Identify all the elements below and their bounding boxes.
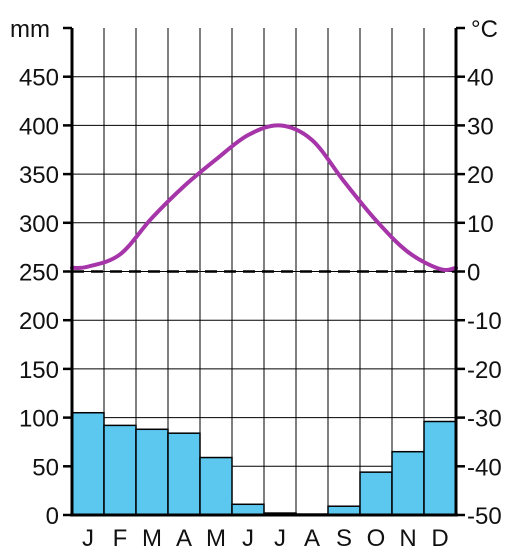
month-label: A [176,525,192,552]
precip-bar [135,428,169,516]
right-tick-label: 30 [467,113,494,140]
precip-bar [167,432,201,516]
month-label: D [431,525,448,552]
left-tick-label: 100 [19,406,59,433]
left-tick-label: 250 [19,260,59,287]
left-axis-unit: mm [10,16,50,43]
month-label: O [367,525,386,552]
temperature-line-layer [70,123,458,273]
month-label: N [399,525,416,552]
month-label: J [274,525,286,552]
right-tick-label: -40 [467,454,502,481]
left-tick-label: 0 [46,503,59,530]
month-label: M [206,525,226,552]
left-tick-label: 400 [19,113,59,140]
right-tick-label: 40 [467,65,494,92]
right-tick-label: -10 [467,308,502,335]
month-label: J [242,525,254,552]
precip-bar [423,420,457,516]
left-tick-label: 450 [19,65,59,92]
left-axis-ticks: 0 50 100 150 200 250 300 350 400 450 [19,26,72,530]
month-label: F [113,525,128,552]
right-tick-label: -30 [467,406,502,433]
month-label: M [142,525,162,552]
precip-bar [391,450,425,516]
precip-bar [71,411,105,516]
right-tick-label: 0 [467,260,480,287]
precip-bar [199,456,233,516]
month-label: S [336,525,352,552]
left-tick-label: 200 [19,308,59,335]
left-tick-label: 150 [19,357,59,384]
left-tick-label: 50 [32,454,59,481]
left-tick-label: 350 [19,162,59,189]
month-label: J [82,525,94,552]
precip-bar [103,424,137,516]
left-tick-label: 300 [19,211,59,238]
right-tick-label: 20 [467,162,494,189]
precipitation-bars [71,411,457,516]
temperature-line [70,123,458,273]
precip-bar [231,503,265,516]
month-label: A [304,525,320,552]
right-tick-label: -20 [467,357,502,384]
right-axis-unit: °C [471,16,498,43]
right-axis-ticks: -50 -40 -30 -20 -10 0 10 20 30 40 [456,26,502,530]
right-tick-label: -50 [467,503,502,530]
precip-bar [359,471,393,516]
right-tick-label: 10 [467,211,494,238]
